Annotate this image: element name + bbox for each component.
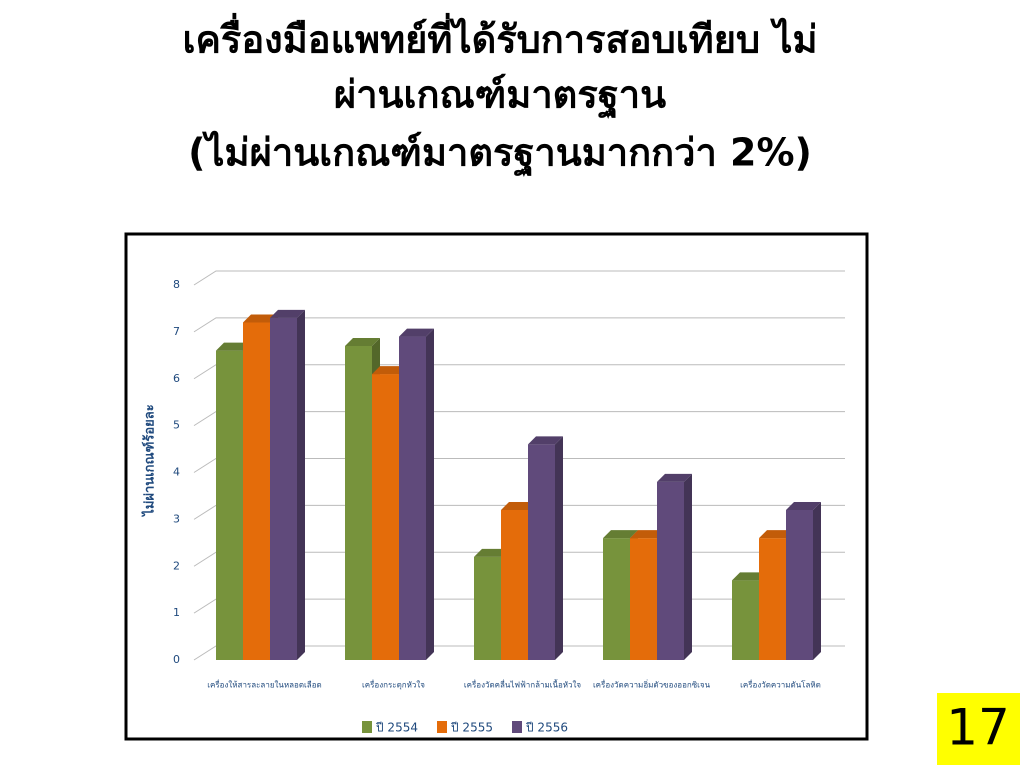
- slide-number-box: [937, 693, 1020, 765]
- x-tick-label: เครื่องวัดความอิ่มตัวของออกซิเจน: [593, 679, 711, 690]
- bar-top: [270, 309, 305, 318]
- bar-front: [270, 317, 297, 660]
- bar-front: [474, 556, 501, 660]
- bar-top: [345, 337, 380, 346]
- legend-swatch: [512, 721, 522, 733]
- bar-side: [555, 436, 563, 660]
- bar-front: [630, 538, 657, 660]
- bar-top: [732, 572, 767, 581]
- y-tick-label: 1: [173, 606, 180, 619]
- bar: [399, 328, 434, 660]
- legend-label: ปี 2555: [450, 721, 493, 735]
- y-tick-label: 2: [173, 559, 180, 572]
- subtitle: (ไม่ผ่านเกณฑ์มาตรฐานมากกว่า 2%): [188, 131, 812, 178]
- bar: [528, 436, 563, 660]
- bar: [786, 502, 821, 660]
- y-tick-label: 6: [173, 372, 180, 385]
- bar-top: [216, 342, 251, 351]
- y-tick-label: 3: [173, 512, 180, 525]
- bar-top: [399, 328, 434, 337]
- bar-top: [603, 530, 638, 539]
- bar-front: [372, 374, 399, 660]
- y-axis-label: ไม่ผ่านเกณฑ์ร้อยละ: [141, 404, 158, 517]
- y-tick-label: 4: [173, 466, 180, 479]
- bar-top: [630, 530, 665, 539]
- grid-line: [193, 270, 845, 286]
- bar-side: [813, 502, 821, 660]
- bar-front: [345, 345, 372, 660]
- bar-front: [399, 336, 426, 660]
- bar-top: [243, 314, 278, 323]
- slide-number: 17: [946, 699, 1010, 757]
- bar-front: [732, 580, 759, 660]
- grid-line: [193, 317, 845, 333]
- y-tick-label: 7: [173, 325, 180, 338]
- bar-top: [759, 530, 794, 539]
- bar: [657, 473, 692, 660]
- title-line: เครื่องมือแพทย์ที่ได้รับการสอบเทียบ ไม่: [183, 13, 818, 62]
- y-tick-label: 8: [173, 278, 180, 291]
- x-tick-label: เครื่องวัดความดันโลหิต: [740, 679, 821, 690]
- bar-side: [684, 473, 692, 660]
- bar-top: [474, 548, 509, 557]
- x-tick-label: เครื่องวัดคลื่นไฟฟ้ากล้ามเนื้อหัวใจ: [464, 679, 582, 690]
- bar-top: [657, 473, 692, 482]
- legend-swatch: [362, 721, 372, 733]
- bar-top: [501, 502, 536, 510]
- title-line: ผ่านเกณฑ์มาตรฐาน: [334, 73, 666, 120]
- bar-front: [216, 350, 243, 660]
- bar-front: [786, 510, 813, 660]
- bar-front: [603, 538, 630, 660]
- legend-swatch: [437, 721, 447, 733]
- bar-top: [528, 436, 563, 445]
- legend-label: ปี 2554: [375, 721, 418, 735]
- bar-front: [243, 322, 270, 660]
- bar-top: [786, 502, 821, 510]
- y-tick-label: 0: [173, 653, 180, 666]
- legend-label: ปี 2556: [525, 721, 568, 735]
- bar-side: [426, 328, 434, 660]
- x-tick-label: เครื่องกระตุกหัวใจ: [362, 679, 425, 690]
- bar-side: [297, 309, 305, 660]
- bar-top: [372, 366, 407, 375]
- bar-front: [759, 538, 786, 660]
- bar: [270, 309, 305, 660]
- y-tick-label: 5: [173, 419, 180, 432]
- bar-front: [528, 444, 555, 660]
- bar-front: [657, 481, 684, 660]
- x-tick-label: เครื่องให้สารละลายในหลอดเลือด: [207, 679, 321, 690]
- bar-front: [501, 510, 528, 660]
